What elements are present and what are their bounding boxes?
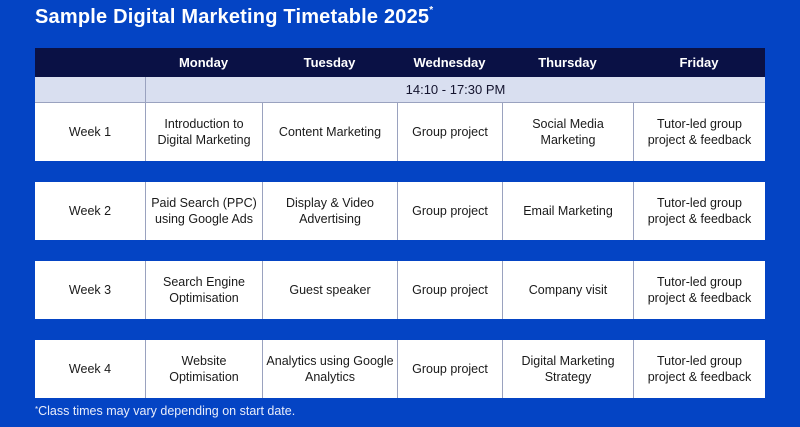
week-row-1: Week 1 Introduction to Digital Marketing… xyxy=(35,103,765,161)
week-3-label: Week 3 xyxy=(68,282,112,297)
week-row-3: Week 3 Search Engine Optimisation Guest … xyxy=(35,261,765,319)
week-3-thursday-cell: Company visit xyxy=(502,261,633,319)
week-row-4: Week 4 Website Optimisation Analytics us… xyxy=(35,340,765,398)
week-1-wednesday-cell: Group project xyxy=(397,103,502,161)
week-row-2: Week 2 Paid Search (PPC) using Google Ad… xyxy=(35,182,765,240)
week-4-thursday-cell: Digital Marketing Strategy xyxy=(502,340,633,398)
week-1-friday-cell: Tutor-led group project & feedback xyxy=(633,103,765,161)
week-2-monday-cell: Paid Search (PPC) using Google Ads xyxy=(145,182,262,240)
week-3-wednesday-cell: Group project xyxy=(397,261,502,319)
day-header-tuesday: Tuesday xyxy=(303,55,356,70)
day-header-row: Monday Tuesday Wednesday Thursday Friday xyxy=(35,48,765,77)
week-4-friday-cell: Tutor-led group project & feedback xyxy=(633,340,765,398)
title-asterisk: * xyxy=(429,5,434,16)
week-2-thursday-cell: Email Marketing xyxy=(502,182,633,240)
time-range-value: 14:10 - 17:30 PM xyxy=(145,77,765,102)
week-1-tuesday-cell: Content Marketing xyxy=(262,103,397,161)
week-3-friday-cell: Tutor-led group project & feedback xyxy=(633,261,765,319)
week-1-label: Week 1 xyxy=(68,124,112,139)
day-header-wednesday: Wednesday xyxy=(413,55,486,70)
day-header-blank xyxy=(35,48,145,77)
page-title-text: Sample Digital Marketing Timetable 2025 xyxy=(35,6,430,28)
week-3-monday-cell: Search Engine Optimisation xyxy=(145,261,262,319)
week-4-label: Week 4 xyxy=(68,361,112,376)
week-1-monday-cell: Introduction to Digital Marketing xyxy=(145,103,262,161)
week-2-tuesday-cell: Display & Video Advertising xyxy=(262,182,397,240)
week-4-monday-cell: Website Optimisation xyxy=(145,340,262,398)
week-4-tuesday-cell: Analytics using Google Analytics xyxy=(262,340,397,398)
time-row-blank-cell xyxy=(35,77,145,102)
week-2-label: Week 2 xyxy=(68,203,112,218)
day-header-thursday: Thursday xyxy=(538,55,597,70)
day-header-monday: Monday xyxy=(178,55,229,70)
day-header-friday: Friday xyxy=(679,55,719,70)
footnote-text: Class times may vary depending on start … xyxy=(38,404,296,418)
page-title: Sample Digital Marketing Timetable 2025* xyxy=(35,5,434,29)
week-1-thursday-cell: Social Media Marketing xyxy=(502,103,633,161)
week-2-friday-cell: Tutor-led group project & feedback xyxy=(633,182,765,240)
week-3-tuesday-cell: Guest speaker xyxy=(262,261,397,319)
footnote-asterisk: * xyxy=(35,405,39,414)
footnote: *Class times may vary depending on start… xyxy=(35,404,295,418)
time-range-row: 14:10 - 17:30 PM xyxy=(35,77,765,103)
timetable-table: Monday Tuesday Wednesday Thursday Friday… xyxy=(35,48,765,398)
week-2-wednesday-cell: Group project xyxy=(397,182,502,240)
week-4-wednesday-cell: Group project xyxy=(397,340,502,398)
